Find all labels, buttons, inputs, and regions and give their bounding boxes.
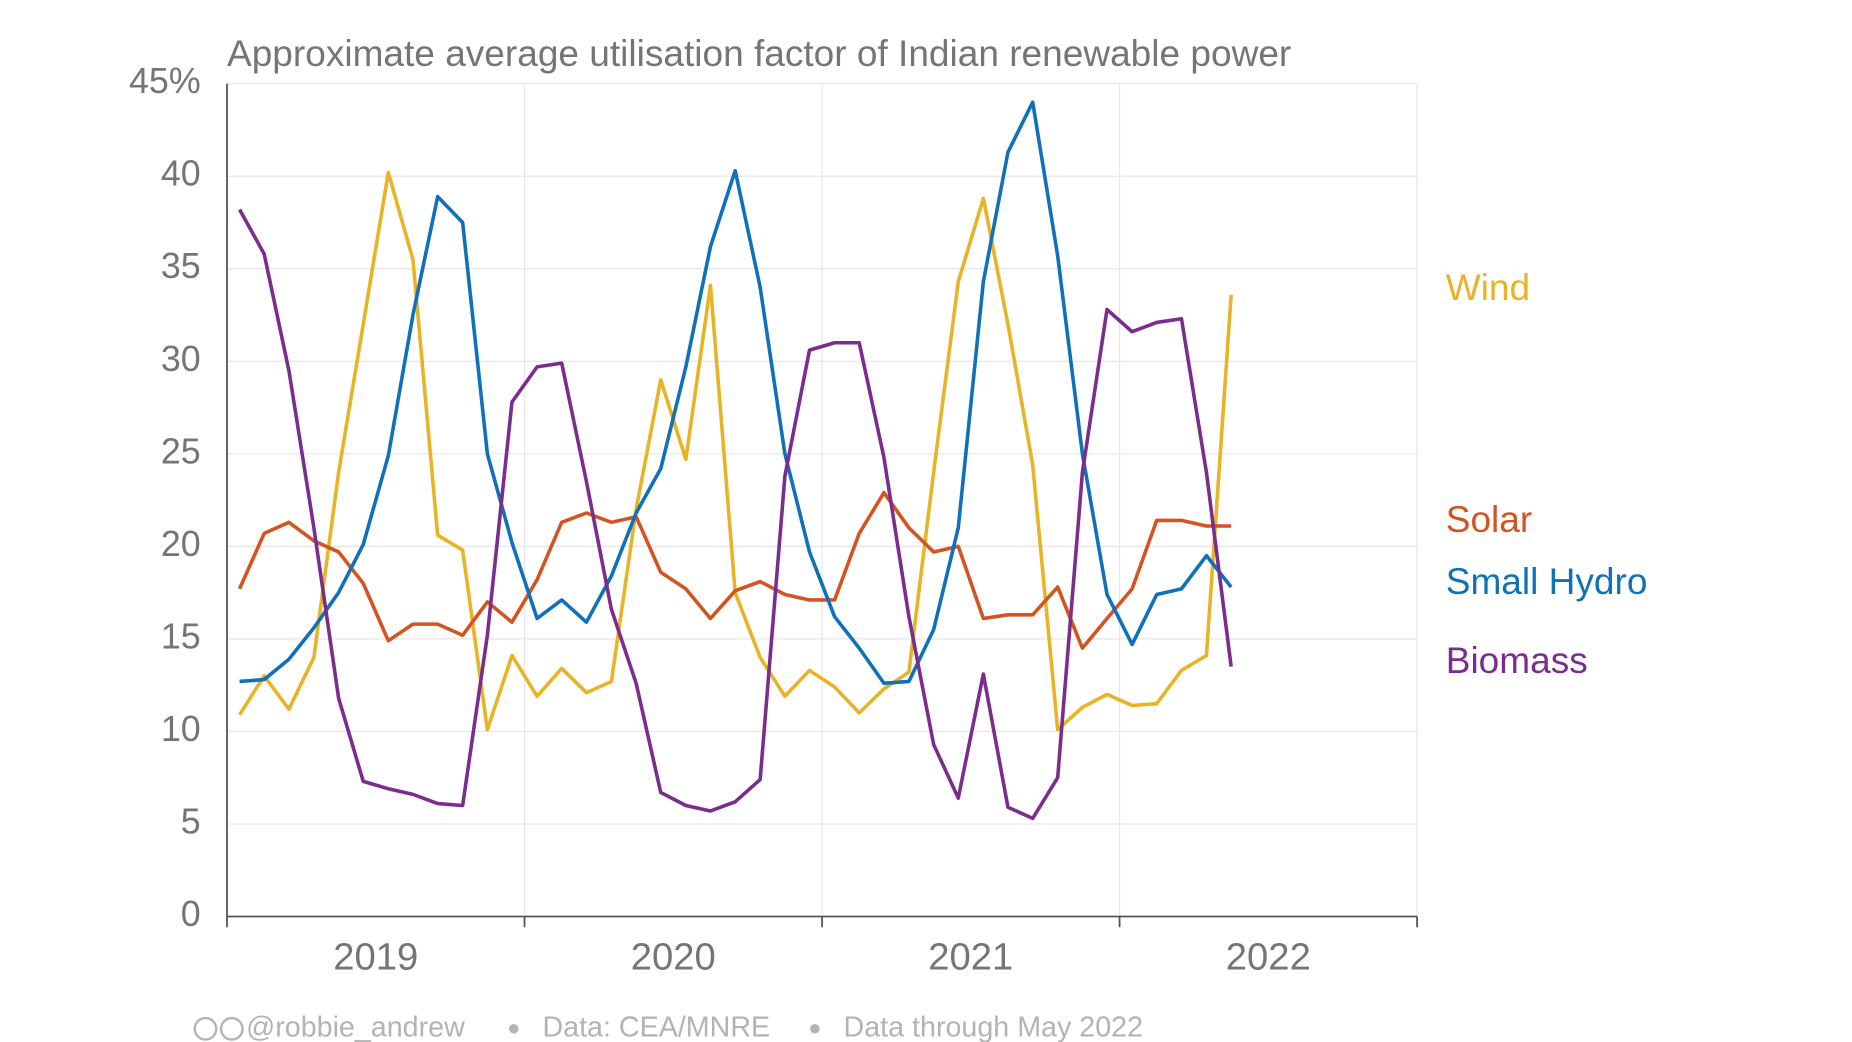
series-label: Wind [1446,266,1530,308]
y-tick-label: 20 [161,524,201,564]
chart-title: Approximate average utilisation factor o… [227,32,1291,74]
footer-credit: @robbie_andrew [246,1011,465,1042]
y-tick-label: 40 [161,154,201,194]
y-tick-label: 10 [161,709,201,749]
x-tick-label: 2020 [631,936,716,979]
series-line [237,490,1232,650]
series-label: Solar [1446,498,1532,540]
cc-icons [193,1016,244,1041]
y-tick-label: 15 [161,616,201,656]
series-line [239,100,1233,686]
y-tick-label: 30 [161,339,201,379]
footer-source: Data: CEA/MNRE [542,1011,770,1042]
x-tick-label: 2019 [333,936,418,979]
footer-note: Data through May 2022 [844,1011,1144,1042]
series-label: Biomass [1446,639,1588,681]
footer-bullet [810,1024,820,1034]
series-line [237,208,1233,821]
y-tick-label: 0 [181,894,201,934]
y-tick-label: 25 [161,431,201,471]
footer-bullet [509,1024,519,1034]
y-tick-label: 5 [181,801,201,841]
y-tick-label: 35 [161,246,201,286]
series-label: Small Hydro [1446,560,1648,602]
y-tick-label: 45% [129,61,201,101]
x-tick-label: 2022 [1226,936,1311,979]
x-tick-label: 2021 [928,936,1013,979]
